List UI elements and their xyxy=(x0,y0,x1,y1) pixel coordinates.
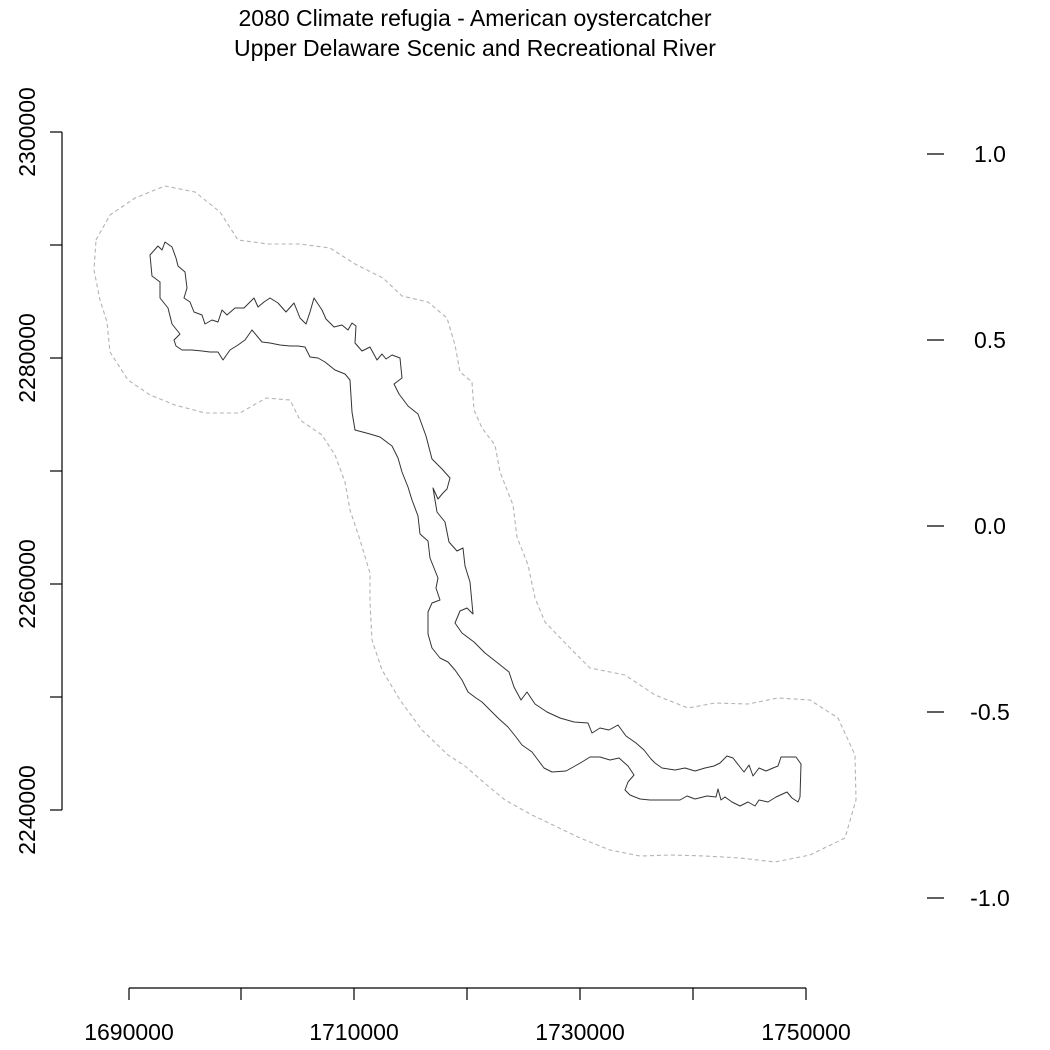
legend-tick-label: -0.5 xyxy=(970,699,1010,725)
y-tick-label: 2280000 xyxy=(14,313,40,403)
river-boundary xyxy=(149,241,802,807)
x-tick-label: 1710000 xyxy=(309,1019,399,1045)
axes-layer: 1690000 1710000 1730000 1750000 2240000 22600… xyxy=(14,87,1010,1045)
legend-tick-label: -1.0 xyxy=(970,885,1010,911)
map-title: 2080 Climate refugia - American oysterca… xyxy=(239,5,712,31)
map-subtitle: Upper Delaware Scenic and Recreational R… xyxy=(234,35,716,61)
x-tick-label: 1750000 xyxy=(761,1019,851,1045)
buffer-boundary xyxy=(93,185,857,863)
x-tick-label: 1690000 xyxy=(84,1019,174,1045)
y-tick-label: 2300000 xyxy=(14,87,40,177)
legend-tick-label: 0.0 xyxy=(974,513,1006,539)
x-tick-label: 1730000 xyxy=(535,1019,625,1045)
y-tick-label: 2260000 xyxy=(14,539,40,629)
y-tick-label: 2240000 xyxy=(14,765,40,855)
legend-tick-label: 1.0 xyxy=(974,141,1006,167)
legend-tick-label: 0.5 xyxy=(974,327,1006,353)
